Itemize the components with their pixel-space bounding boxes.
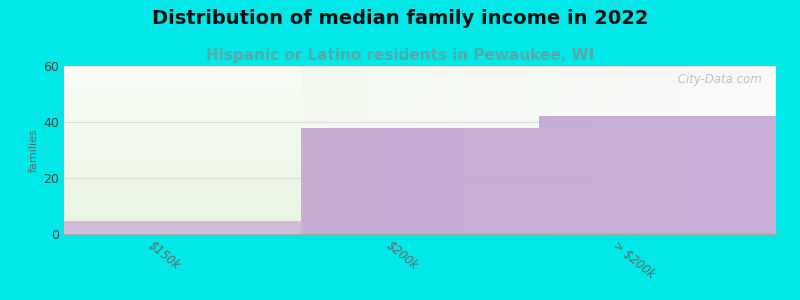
Text: Hispanic or Latino residents in Pewaukee, WI: Hispanic or Latino residents in Pewaukee…: [206, 48, 594, 63]
Text: City-Data.com: City-Data.com: [674, 73, 762, 86]
Bar: [538, 116, 776, 234]
Bar: [64, 221, 302, 234]
Bar: [302, 128, 538, 234]
Text: Distribution of median family income in 2022: Distribution of median family income in …: [152, 9, 648, 28]
Y-axis label: families: families: [29, 128, 39, 172]
